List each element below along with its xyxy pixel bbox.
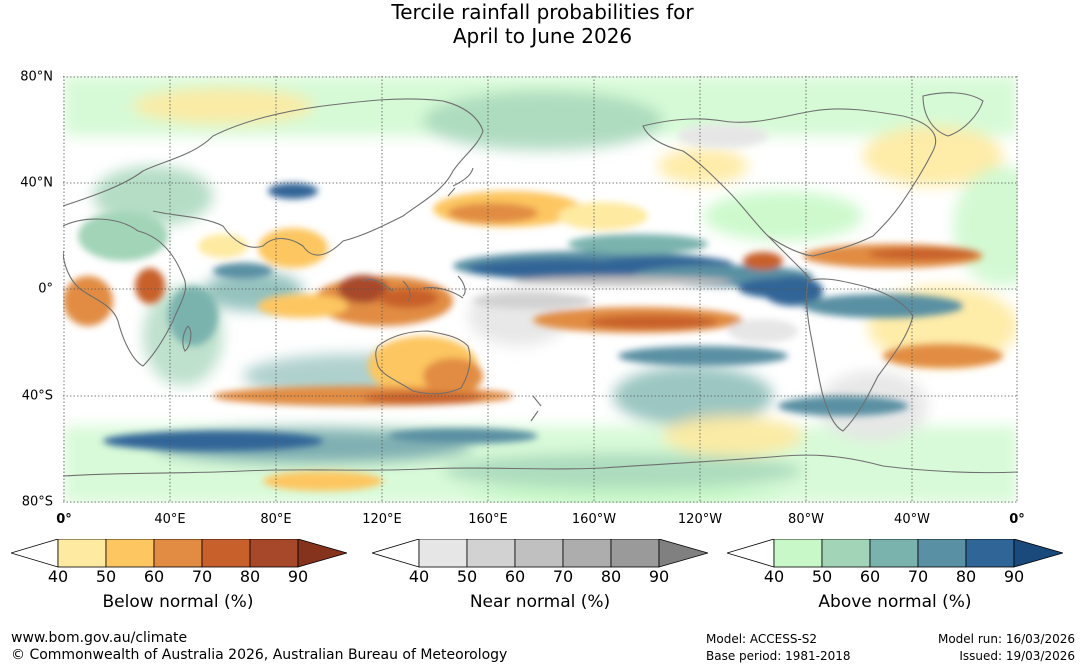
- near-tick-40: 40: [408, 567, 430, 586]
- colorbar-above-seg-3: [869, 539, 919, 568]
- below-tick-60: 60: [143, 567, 165, 586]
- colorbar-above-seg-5: [965, 539, 1015, 568]
- below-tick-80: 80: [239, 567, 261, 586]
- lon-label-40w: 40°W: [894, 512, 930, 527]
- lon-label-0-left: 0°: [56, 512, 72, 527]
- colorbar-near-seg-6: [658, 539, 708, 568]
- above-normal-title: Above normal (%): [818, 592, 972, 612]
- near-tick-70: 70: [552, 567, 574, 586]
- footer-url: www.bom.gov.au/climate: [11, 630, 188, 646]
- near-tick-60: 60: [504, 567, 526, 586]
- lon-label-160w: 160°W: [571, 512, 617, 527]
- colorbar-above-seg-1: [773, 539, 823, 568]
- lon-label-80e: 80°E: [260, 512, 292, 527]
- colorbar-below-seg-3: [153, 539, 203, 568]
- lat-label-40n: 40°N: [20, 175, 53, 191]
- colorbar-below-seg-2: [105, 539, 155, 568]
- map-svg: [63, 76, 1018, 503]
- above-tick-80: 80: [955, 567, 977, 586]
- below-tick-40: 40: [47, 567, 69, 586]
- title-line-2: April to June 2026: [452, 24, 633, 48]
- colorbar-near-seg-5: [610, 539, 660, 568]
- below-tick-50: 50: [95, 567, 117, 586]
- below-normal-title: Below normal (%): [102, 592, 254, 612]
- forecast-map: [63, 76, 1018, 503]
- footer-model-run: Model run: 16/03/2026: [937, 632, 1075, 646]
- colorbar-below-seg-0: [11, 539, 59, 568]
- colorbar-near-seg-3: [514, 539, 564, 568]
- colorbar-above: [727, 539, 1063, 568]
- lon-label-160e: 160°E: [468, 512, 508, 527]
- colorbar-above-seg-0: [727, 539, 775, 568]
- lat-label-80n: 80°N: [20, 69, 53, 85]
- colorbar-below: [11, 539, 347, 568]
- colorbar-near: [372, 539, 708, 568]
- colorbar-below-seg-6: [297, 539, 347, 568]
- coastlines: [63, 92, 1018, 477]
- lon-label-40e: 40°E: [154, 512, 186, 527]
- lon-label-120e: 120°E: [362, 512, 402, 527]
- colorbar-below-seg-4: [201, 539, 251, 568]
- footer-issued: Issued: 19/03/2026: [959, 649, 1075, 663]
- above-tick-70: 70: [907, 567, 929, 586]
- footer-base-period: Base period: 1981-2018: [706, 649, 851, 663]
- near-normal-title: Near normal (%): [469, 592, 611, 612]
- above-tick-40: 40: [763, 567, 785, 586]
- chart-title: Tercile rainfall probabilities for April…: [0, 0, 1085, 48]
- colorbar-below-seg-1: [57, 539, 107, 568]
- near-tick-90: 90: [648, 567, 670, 586]
- near-tick-80: 80: [600, 567, 622, 586]
- graticule: [63, 76, 1018, 503]
- colorbar-above-seg-6: [1013, 539, 1063, 568]
- near-tick-50: 50: [456, 567, 478, 586]
- title-line-1: Tercile rainfall probabilities for: [391, 0, 694, 24]
- colorbar-near-seg-1: [418, 539, 468, 568]
- above-tick-60: 60: [859, 567, 881, 586]
- lon-label-0-right: 0°: [1009, 512, 1025, 527]
- colorbar-near-seg-2: [466, 539, 516, 568]
- colorbar-near-seg-0: [372, 539, 420, 568]
- below-tick-90: 90: [287, 567, 309, 586]
- colorbar-above-seg-2: [821, 539, 871, 568]
- above-tick-90: 90: [1003, 567, 1025, 586]
- footer-model: Model: ACCESS-S2: [706, 632, 818, 646]
- above-tick-50: 50: [811, 567, 833, 586]
- colorbar-near-seg-4: [562, 539, 612, 568]
- colorbar-below-seg-5: [249, 539, 299, 568]
- colorbar-above-seg-4: [917, 539, 967, 568]
- footer-copyright: © Commonwealth of Australia 2026, Austra…: [11, 647, 508, 663]
- below-tick-70: 70: [191, 567, 213, 586]
- lon-label-80w: 80°W: [788, 512, 824, 527]
- lat-label-40s: 40°S: [21, 388, 53, 404]
- lon-label-120w: 120°W: [677, 512, 723, 527]
- probability-field-soft: [63, 76, 1018, 503]
- lat-label-80s: 80°S: [21, 494, 53, 510]
- lat-label-0: 0°: [38, 281, 53, 297]
